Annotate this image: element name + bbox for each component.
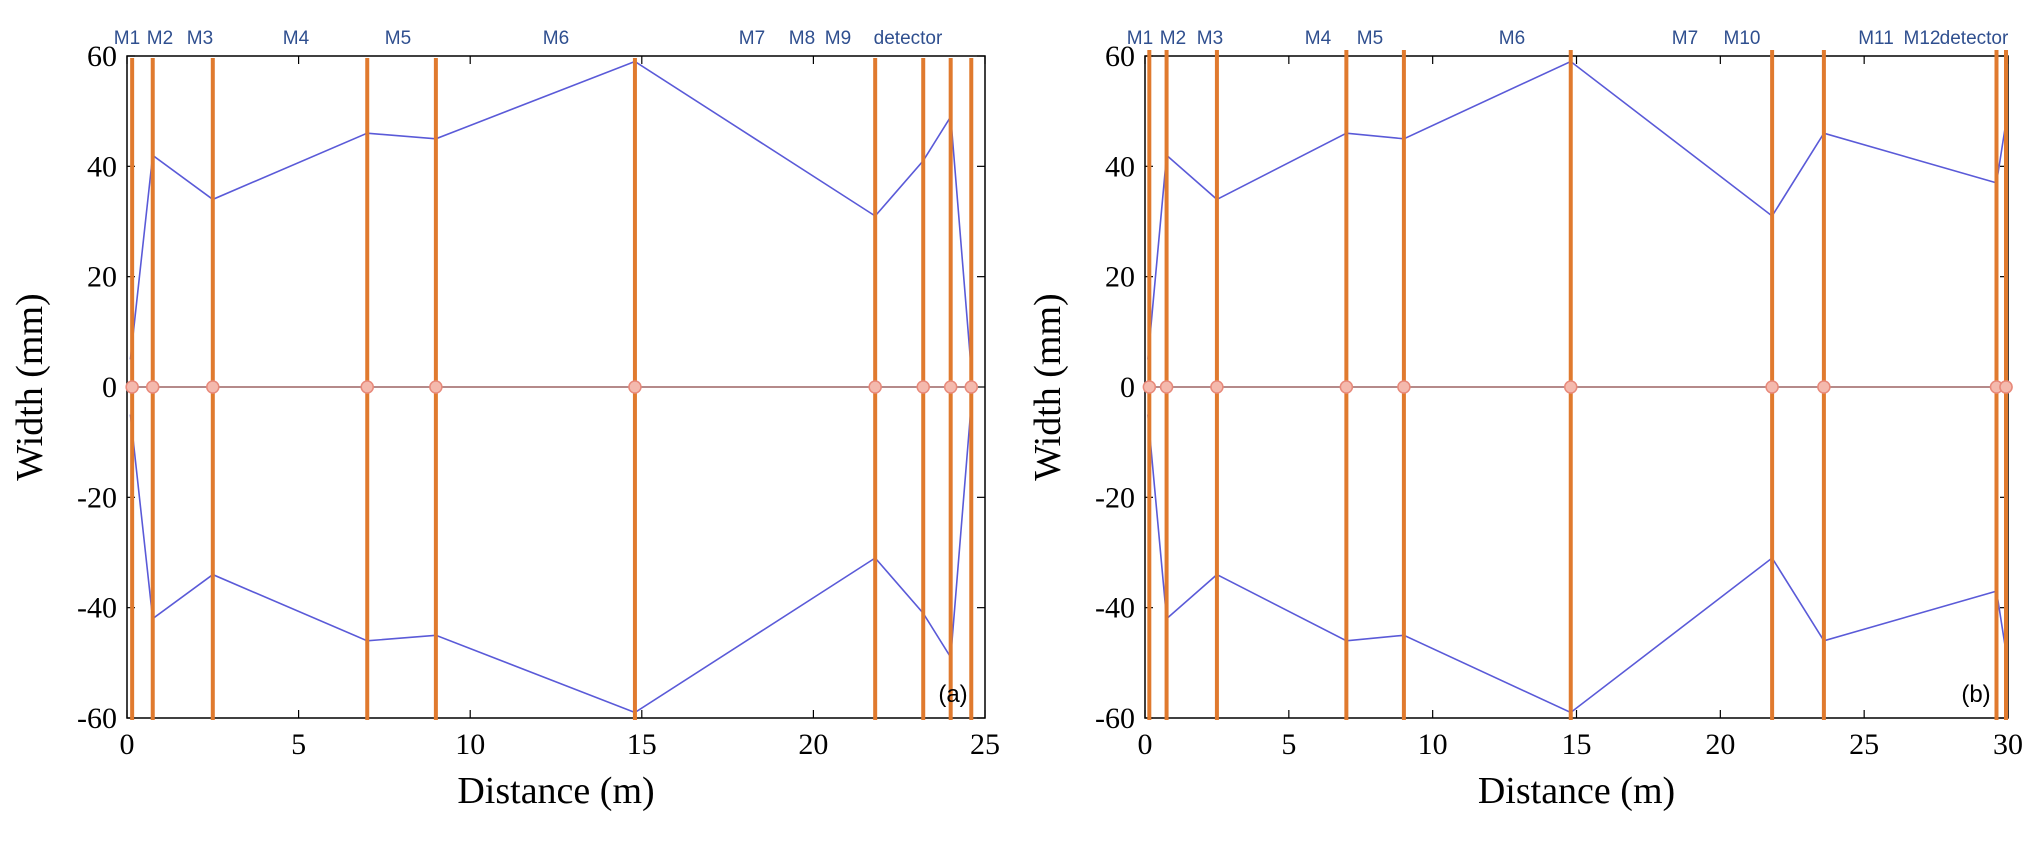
y-tick-label: -20 <box>1095 481 1135 514</box>
mirror-label-m9: M9 <box>825 28 851 49</box>
y-tick-label: 40 <box>87 150 117 183</box>
y-tick-label: -60 <box>1095 702 1135 735</box>
y-tick-label: -60 <box>77 702 117 735</box>
mirror-label-m7: M7 <box>1672 28 1698 49</box>
mirror-label-m7: M7 <box>739 28 765 49</box>
y-tick-label: 60 <box>87 40 117 73</box>
mirror-marker-m4 <box>1339 380 1354 394</box>
panel-label: (a) <box>938 681 967 708</box>
mirror-marker-m4 <box>360 380 374 394</box>
x-tick-label: 30 <box>1993 728 2023 761</box>
mirror-label-m2: M2 <box>1160 28 1186 49</box>
mirror-label-m11: M11 <box>1858 28 1894 49</box>
x-tick-label: 10 <box>1418 728 1448 761</box>
mirror-marker-m3 <box>206 380 220 394</box>
mirror-label-m3: M3 <box>187 28 213 49</box>
mirror-marker-detector <box>1999 380 2013 394</box>
mirror-marker-m10 <box>1817 380 1831 394</box>
lower-envelope-line <box>129 403 973 714</box>
x-tick-label: 25 <box>970 728 1000 761</box>
mirror-marker-m6 <box>1563 380 1578 394</box>
x-tick-label: 20 <box>1705 728 1735 761</box>
y-tick-label: 0 <box>1120 371 1135 404</box>
mirror-label-m4: M4 <box>1305 28 1332 49</box>
x-axis-title: Distance (m) <box>457 770 654 812</box>
mirror-marker-m2 <box>145 380 160 394</box>
upper-envelope-line <box>1147 60 2007 360</box>
x-tick-label: 20 <box>798 728 828 761</box>
y-tick-label: 20 <box>87 261 117 294</box>
y-axis-title: Width (mm) <box>9 293 51 480</box>
upper-envelope-line <box>129 60 973 371</box>
mirror-marker-m8 <box>916 380 930 394</box>
x-tick-label: 0 <box>120 728 135 761</box>
mirror-marker-m5 <box>1397 380 1411 394</box>
mirror-marker-m1 <box>125 380 139 394</box>
mirror-marker-m5 <box>429 380 443 394</box>
mirror-label-m2: M2 <box>147 28 173 49</box>
y-tick-label: 40 <box>1105 150 1135 183</box>
mirror-marker-m3 <box>1210 380 1224 394</box>
mirror-marker-m9 <box>943 380 958 394</box>
mirror-marker-m7 <box>1765 380 1779 394</box>
y-tick-label: -40 <box>1095 592 1135 625</box>
y-tick-label: 0 <box>102 371 117 404</box>
mirror-marker-m2 <box>1159 380 1174 394</box>
mirror-label-m5: M5 <box>1357 28 1383 49</box>
mirror-marker-m1 <box>1142 380 1157 394</box>
mirror-label-m6: M6 <box>1499 28 1525 49</box>
panel-label: (b) <box>1961 681 1990 708</box>
x-tick-label: 25 <box>1849 728 1879 761</box>
x-axis-title: Distance (m) <box>1478 770 1675 812</box>
mirror-label-m4: M4 <box>283 28 310 49</box>
mirror-label-m1: M1 <box>1127 28 1153 49</box>
mirror-label-m6: M6 <box>543 28 569 49</box>
mirror-label-m8: M8 <box>789 28 815 49</box>
mirror-label-m12: M12 <box>1904 28 1941 49</box>
mirror-label-m10: M10 <box>1724 28 1761 49</box>
lower-envelope-line <box>1147 414 2007 714</box>
mirror-label-m5: M5 <box>385 28 411 49</box>
x-tick-label: 0 <box>1138 728 1153 761</box>
y-tick-label: -40 <box>77 592 117 625</box>
y-axis-title: Width (mm) <box>1027 293 1069 480</box>
x-tick-label: 15 <box>627 728 657 761</box>
x-tick-label: 10 <box>455 728 485 761</box>
x-tick-label: 5 <box>1281 728 1296 761</box>
mirror-label-m1: M1 <box>114 28 140 49</box>
mirror-marker-m6 <box>628 380 642 394</box>
y-tick-label: 60 <box>1105 40 1135 73</box>
mirror-label-detector: detector <box>874 28 943 49</box>
x-tick-label: 15 <box>1562 728 1592 761</box>
y-tick-label: -20 <box>77 481 117 514</box>
x-tick-label: 5 <box>291 728 306 761</box>
mirror-label-m3: M3 <box>1197 28 1223 49</box>
mirror-marker-detector <box>964 380 979 394</box>
mirror-label-detector: detector <box>1940 28 2009 49</box>
mirror-marker-m7 <box>868 380 882 394</box>
y-tick-label: 20 <box>1105 261 1135 294</box>
